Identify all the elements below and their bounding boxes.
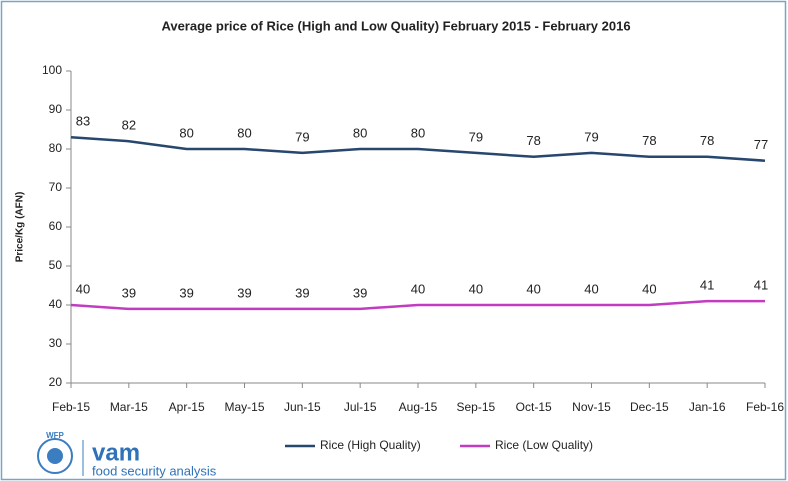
series-line: [70, 299, 765, 311]
y-tick-label: 100: [42, 63, 62, 77]
y-tick-label: 70: [49, 180, 63, 194]
data-label: 79: [584, 129, 598, 144]
data-label: 82: [122, 118, 136, 133]
data-label: 40: [469, 281, 483, 296]
x-tick-label: Nov-15: [572, 400, 611, 414]
y-tick-label: 60: [49, 219, 63, 233]
x-tick-label: Jul-15: [344, 400, 377, 414]
y-tick-label: 20: [49, 375, 63, 389]
legend-label: Rice (Low Quality): [495, 438, 593, 452]
logo-org: WFP: [46, 431, 64, 440]
data-label: 40: [584, 281, 598, 296]
y-tick-label: 90: [49, 102, 63, 116]
data-label: 83: [76, 114, 90, 129]
x-tick-label: Apr-15: [169, 400, 205, 414]
data-label: 78: [526, 133, 540, 148]
data-label: 41: [700, 278, 714, 293]
data-label: 79: [295, 129, 309, 144]
x-tick-label: Sep-15: [456, 400, 495, 414]
y-axis-label: Price/Kg (AFN): [15, 192, 26, 263]
logo-name: vam: [92, 439, 140, 466]
data-label: 39: [179, 285, 193, 300]
legend-label: Rice (High Quality): [320, 438, 421, 452]
data-label: 40: [642, 281, 656, 296]
data-label: 39: [353, 285, 367, 300]
data-label: 41: [754, 278, 768, 293]
x-tick-label: Feb-15: [52, 400, 90, 414]
x-tick-label: Jun-15: [284, 400, 321, 414]
data-label: 78: [700, 133, 714, 148]
data-label: 40: [76, 281, 90, 296]
data-label: 80: [179, 125, 193, 140]
data-label: 77: [754, 137, 768, 152]
data-label: 80: [411, 125, 425, 140]
x-tick-label: Mar-15: [110, 400, 148, 414]
x-tick-label: Aug-15: [399, 400, 438, 414]
series-line: [70, 136, 766, 162]
data-label: 80: [237, 125, 251, 140]
logo-tagline: food security analysis: [92, 463, 217, 478]
chart-title: Average price of Rice (High and Low Qual…: [161, 18, 630, 33]
y-tick-label: 40: [49, 297, 63, 311]
data-label: 39: [237, 285, 251, 300]
x-tick-label: Dec-15: [630, 400, 669, 414]
data-label: 39: [122, 285, 136, 300]
data-label: 40: [411, 281, 425, 296]
x-tick-label: Oct-15: [516, 400, 552, 414]
logo: WFP vam food security analysis: [37, 431, 217, 478]
data-label: 79: [469, 129, 483, 144]
data-label: 80: [353, 125, 367, 140]
y-tick-label: 80: [49, 141, 63, 155]
x-tick-label: Feb-16: [746, 400, 784, 414]
y-tick-label: 30: [49, 336, 63, 350]
y-tick-label: 50: [49, 258, 63, 272]
x-tick-label: Jan-16: [689, 400, 726, 414]
logo-emblem: [37, 438, 73, 474]
data-label: 40: [526, 281, 540, 296]
data-label: 39: [295, 285, 309, 300]
data-label: 78: [642, 133, 656, 148]
logo-emblem: [47, 448, 63, 464]
x-tick-label: May-15: [224, 400, 264, 414]
